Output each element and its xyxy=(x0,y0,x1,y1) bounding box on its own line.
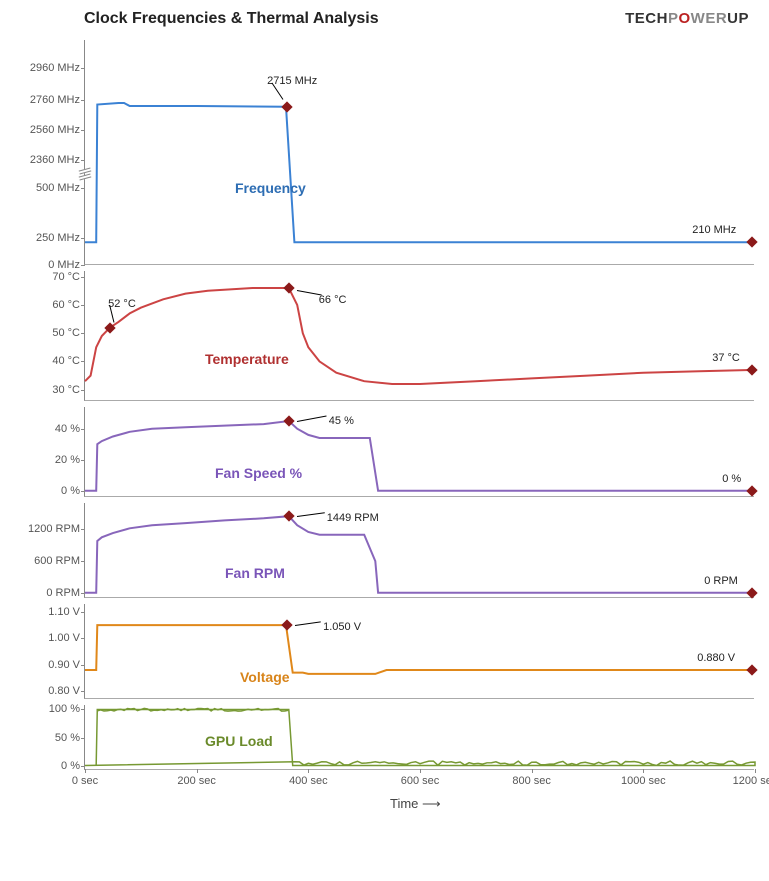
y-tick-label: 0 RPM xyxy=(10,587,80,599)
y-tick-label: 2960 MHz xyxy=(10,62,80,74)
y-tick-label: 50 % xyxy=(10,732,80,744)
fan_rpm-series-line xyxy=(85,503,755,598)
annotation-label: 0.880 V xyxy=(697,652,735,664)
brand-logo: TECHPOWERUP xyxy=(625,10,749,27)
y-tick-label: 2760 MHz xyxy=(10,94,80,106)
annotation-label: 45 % xyxy=(329,415,354,427)
x-tick-label: 1000 sec xyxy=(621,775,666,787)
y-tick-label: 30 °C xyxy=(10,384,80,396)
frequency-series-line xyxy=(85,40,755,265)
gpu_load-label: GPU Load xyxy=(205,733,273,749)
chart-title: Clock Frequencies & Thermal Analysis xyxy=(84,10,379,28)
x-tick-label: 200 sec xyxy=(177,775,216,787)
y-tick-label: 0 % xyxy=(10,760,80,772)
y-tick-label: 1.00 V xyxy=(10,632,80,644)
gpu_load-plot: 0 %50 %100 %GPU Load0 sec200 sec400 sec6… xyxy=(84,705,754,770)
x-tick-label: 0 sec xyxy=(72,775,98,787)
y-tick-label: 60 °C xyxy=(10,299,80,311)
y-tick-label: 1.10 V xyxy=(10,606,80,618)
temperature-plot: 30 °C40 °C50 °C60 °C70 °CTemperature52 °… xyxy=(84,271,754,401)
gpu_load-series-line xyxy=(85,705,755,770)
y-tick-label: 0 % xyxy=(10,485,80,497)
fan_rpm-plot: 0 RPM600 RPM1200 RPMFan RPM1449 RPM0 RPM xyxy=(84,503,754,598)
annotation-label: 210 MHz xyxy=(692,224,736,236)
annotation-label: 37 °C xyxy=(712,352,740,364)
annotation-label: 1.050 V xyxy=(323,621,361,633)
x-tick-label: 400 sec xyxy=(289,775,328,787)
y-tick-label: 2560 MHz xyxy=(10,124,80,136)
temperature-series-line xyxy=(85,271,755,401)
frequency-label: Frequency xyxy=(235,180,306,196)
voltage-plot: 0.80 V0.90 V1.00 V1.10 VVoltage1.050 V0.… xyxy=(84,604,754,699)
x-tick-label: 800 sec xyxy=(512,775,551,787)
y-tick-label: 100 % xyxy=(10,703,80,715)
y-tick-label: 600 RPM xyxy=(10,555,80,567)
voltage-series-line xyxy=(85,604,755,699)
x-tick-label: 600 sec xyxy=(401,775,440,787)
y-tick-label: 40 % xyxy=(10,423,80,435)
y-tick-label: 50 °C xyxy=(10,327,80,339)
x-tick-label: 1200 sec xyxy=(733,775,769,787)
y-tick-label: 500 MHz xyxy=(10,182,80,194)
fan_speed-series-line xyxy=(85,407,755,497)
y-tick-label: 0.80 V xyxy=(10,685,80,697)
annotation-label: 0 % xyxy=(722,473,741,485)
frequency-plot: 0 MHz250 MHz500 MHz2360 MHz2560 MHz2760 … xyxy=(84,40,754,265)
temperature-label: Temperature xyxy=(205,351,289,367)
y-tick-label: 250 MHz xyxy=(10,232,80,244)
fan_speed-plot: 0 %20 %40 %Fan Speed %45 %0 % xyxy=(84,407,754,497)
fan_rpm-label: Fan RPM xyxy=(225,565,285,581)
y-tick-label: 2360 MHz xyxy=(10,154,80,166)
chart-container: Clock Frequencies & Thermal Analysis TEC… xyxy=(0,0,769,881)
fan_speed-label: Fan Speed % xyxy=(215,465,302,481)
y-tick-label: 20 % xyxy=(10,454,80,466)
annotation-label: 0 RPM xyxy=(704,575,738,587)
y-tick-label: 0 MHz xyxy=(10,259,80,271)
annotation-label: 66 °C xyxy=(319,294,347,306)
annotation-label: 2715 MHz xyxy=(267,75,317,87)
voltage-label: Voltage xyxy=(240,669,290,685)
x-axis-label: Time ⟶ xyxy=(390,796,441,812)
y-tick-label: 0.90 V xyxy=(10,659,80,671)
annotation-label: 1449 RPM xyxy=(327,512,379,524)
y-tick-label: 70 °C xyxy=(10,271,80,283)
y-tick-label: 40 °C xyxy=(10,355,80,367)
annotation-label: 52 °C xyxy=(108,298,136,310)
y-tick-label: 1200 RPM xyxy=(10,523,80,535)
